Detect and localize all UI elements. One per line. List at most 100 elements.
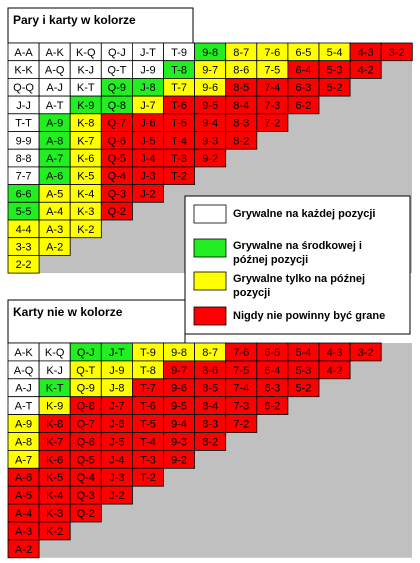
hand-label: T-2 xyxy=(171,171,187,183)
hand-label: A-9 xyxy=(46,118,63,130)
hand-label: K-J xyxy=(78,64,95,76)
hand-cell xyxy=(256,396,289,416)
hand-label: A-5 xyxy=(15,490,32,502)
hand-label: K-8 xyxy=(46,418,63,430)
hand-label: 7-3 xyxy=(264,100,280,112)
hand-label: 6-4 xyxy=(264,365,280,377)
legend-text: Nigdy nie powinny być grane xyxy=(233,310,385,322)
hand-label: 4-2 xyxy=(327,365,343,377)
hand-cell xyxy=(38,521,71,541)
hand-label: 6-6 xyxy=(16,188,32,200)
legend-swatch xyxy=(193,306,227,326)
hand-label: T-3 xyxy=(171,153,187,165)
hand-label: 5-2 xyxy=(295,383,311,395)
hand-label: T-8 xyxy=(171,64,187,76)
hand-label: J-9 xyxy=(109,365,124,377)
hand-label: 8-8 xyxy=(16,153,32,165)
hand-label: A-2 xyxy=(15,544,32,556)
hand-label: K-T xyxy=(46,383,64,395)
hand-label: 9-5 xyxy=(202,100,218,112)
hand-label: Q-J xyxy=(108,47,126,59)
hand-label: 9-2 xyxy=(202,153,218,165)
hand-label: 4-4 xyxy=(16,224,32,236)
hand-label: T-7 xyxy=(140,383,156,395)
hand-label: 9-5 xyxy=(171,401,187,413)
hand-label: 8-3 xyxy=(233,118,249,130)
hand-label: 9-7 xyxy=(171,365,187,377)
hand-label: A-7 xyxy=(15,454,32,466)
hand-label: J-J xyxy=(16,100,31,112)
hand-label: Q-7 xyxy=(108,118,126,130)
hand-label: T-8 xyxy=(140,365,156,377)
hand-label: 9-7 xyxy=(202,64,218,76)
hand-label: 8-5 xyxy=(202,383,218,395)
hand-label: 9-8 xyxy=(171,347,187,359)
legend-text: Grywalne na każdej pozycji xyxy=(233,208,375,220)
hand-label: 6-4 xyxy=(295,64,311,76)
hand-cell xyxy=(194,432,227,451)
hand-cell xyxy=(100,201,133,221)
hand-label: K-2 xyxy=(77,224,94,236)
hand-label: A-Q xyxy=(45,64,65,76)
hand-label: 6-5 xyxy=(295,47,311,59)
hand-cell xyxy=(69,219,102,239)
hand-label: 3-3 xyxy=(16,241,32,253)
hand-label: J-3 xyxy=(140,171,155,183)
hand-label: 8-5 xyxy=(233,82,249,94)
hand-label: K-6 xyxy=(46,454,63,466)
hand-label: 9-3 xyxy=(171,436,187,448)
hand-label: J-7 xyxy=(140,100,155,112)
hand-label: 7-5 xyxy=(233,365,249,377)
hand-label: Q-3 xyxy=(108,188,126,200)
hand-label: J-3 xyxy=(109,472,124,484)
hand-label: Q-7 xyxy=(77,418,95,430)
hand-label: T-2 xyxy=(140,472,156,484)
section-title: Pary i karty w kolorze xyxy=(13,13,136,27)
hand-label: 7-6 xyxy=(264,47,280,59)
hand-label: A-9 xyxy=(15,418,32,430)
legend-swatch xyxy=(193,238,227,258)
legend-text: późnej pozycji xyxy=(233,254,308,266)
hand-label: Q-J xyxy=(77,347,95,359)
hand-cell xyxy=(131,184,164,203)
hand-label: A-J xyxy=(15,383,32,395)
hand-label: 5-2 xyxy=(327,82,343,94)
hand-cell xyxy=(69,503,102,523)
hand-label: 8-6 xyxy=(233,64,249,76)
hand-label: T-5 xyxy=(171,118,187,130)
hand-cell xyxy=(287,378,320,398)
hand-label: 2-2 xyxy=(16,259,32,271)
hand-label: Q-4 xyxy=(108,171,126,183)
hand-label: J-T xyxy=(140,47,156,59)
hand-cell xyxy=(256,113,289,132)
hand-cell xyxy=(163,449,196,469)
hand-label: 6-3 xyxy=(295,82,311,94)
hand-cell xyxy=(225,414,258,433)
hand-label: T-5 xyxy=(140,418,156,430)
hand-label: 8-7 xyxy=(202,347,218,359)
hand-label: T-3 xyxy=(140,454,156,466)
hand-label: Q-8 xyxy=(77,401,95,413)
hand-label: Q-4 xyxy=(77,472,95,484)
hand-label: K-7 xyxy=(46,436,63,448)
hand-label: 7-2 xyxy=(264,118,280,130)
hand-label: J-6 xyxy=(109,418,124,430)
hand-label: A-A xyxy=(14,47,33,59)
hand-label: 9-3 xyxy=(202,135,218,147)
hand-label: 7-6 xyxy=(233,347,249,359)
hand-label: A-3 xyxy=(46,224,63,236)
hand-label: 8-3 xyxy=(202,418,218,430)
hand-cell xyxy=(194,148,227,168)
hand-label: Q-T xyxy=(76,365,95,377)
hand-cell xyxy=(7,254,40,274)
hand-label: 7-5 xyxy=(264,64,280,76)
hand-label: Q-2 xyxy=(77,508,95,520)
hand-cell xyxy=(318,78,351,97)
hand-label: A-T xyxy=(46,100,64,112)
hand-label: 5-4 xyxy=(327,47,343,59)
hand-label: 9-2 xyxy=(171,454,187,466)
hand-cell xyxy=(287,95,320,115)
hand-label: 5-5 xyxy=(16,206,32,218)
hand-label: K-3 xyxy=(77,206,94,218)
hand-label: 6-3 xyxy=(264,383,280,395)
